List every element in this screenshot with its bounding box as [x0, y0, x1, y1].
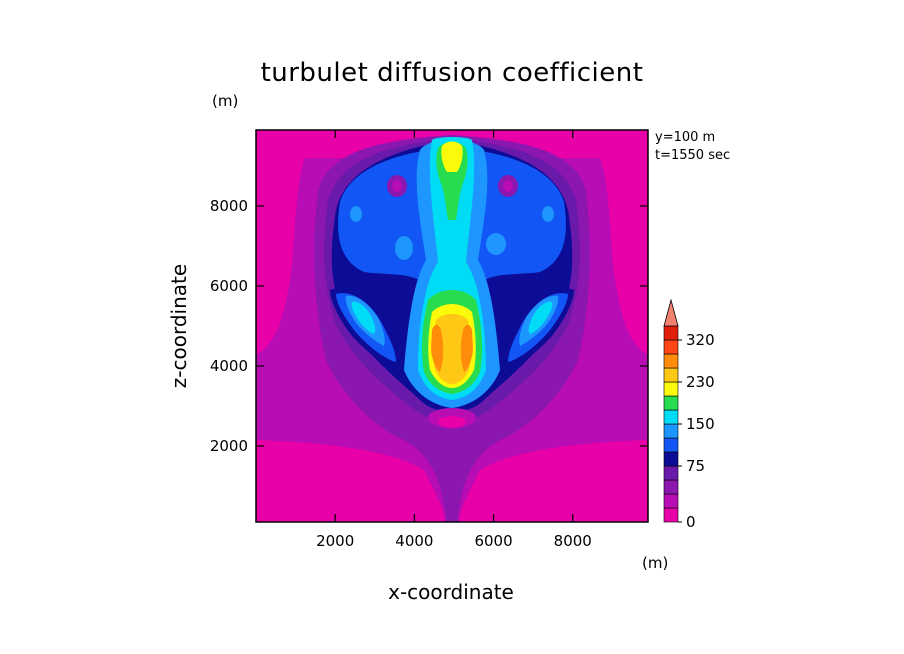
annotation-time: t=1550 sec	[655, 148, 731, 163]
colorbar-cell-13	[663, 325, 679, 341]
y-tick-label: 4000	[210, 357, 248, 375]
colorbar-cell-10	[663, 367, 679, 383]
contour-region-32	[438, 416, 466, 428]
x-axis-label: x-coordinate	[388, 580, 514, 604]
colorbar-cell-0	[663, 507, 679, 523]
y-axis-ticks: 2000 4000 6000 8000	[210, 197, 648, 455]
colorbar-cell-6	[663, 423, 679, 439]
x-axis-ticks: 2000 4000 6000 8000	[316, 130, 592, 550]
colorbar-label: 150	[686, 415, 715, 433]
colorbar-cell-5	[663, 437, 679, 453]
colorbar-cell-11	[663, 353, 679, 369]
colorbar-cell-4	[663, 451, 679, 467]
colorbar-cell-8	[663, 395, 679, 411]
y-axis-unit: (m)	[212, 92, 239, 110]
contour-region-27	[395, 236, 413, 260]
colorbar-label: 0	[686, 513, 696, 531]
contour-field	[256, 130, 648, 522]
colorbar-cell-9	[663, 381, 679, 397]
contour-region-29	[350, 206, 362, 222]
colorbar-cell-12	[663, 339, 679, 355]
colorbar-cell-1	[663, 493, 679, 509]
contour-region-30	[542, 206, 554, 222]
x-tick-label: 6000	[474, 532, 512, 550]
contour-region-22	[460, 324, 473, 372]
contour-region-14	[351, 301, 376, 334]
y-tick-label: 6000	[210, 277, 248, 295]
colorbar-cell-2	[663, 479, 679, 495]
colorbar: 0 75 150 230 320	[663, 298, 715, 531]
x-tick-label: 8000	[554, 532, 592, 550]
chart-title: turbulet diffusion coefficient	[260, 58, 644, 88]
x-axis-unit: (m)	[642, 554, 669, 572]
plot-frame	[255, 129, 649, 523]
contour-region-15	[528, 301, 553, 334]
contour-region-18	[441, 141, 463, 172]
contour-region-24	[392, 180, 402, 192]
contour-region-20	[433, 314, 471, 384]
colorbar-label: 230	[686, 373, 715, 391]
colorbar-extend-arrow	[663, 298, 679, 327]
colorbar-label: 320	[686, 331, 715, 349]
y-tick-label: 8000	[210, 197, 248, 215]
colorbar-cell-7	[663, 409, 679, 425]
contour-region-21	[431, 324, 444, 372]
contour-region-28	[486, 233, 506, 255]
x-tick-label: 2000	[316, 532, 354, 550]
annotation-y-position: y=100 m	[655, 130, 716, 145]
contour-region-26	[503, 180, 513, 192]
colorbar-label: 75	[686, 457, 705, 475]
colorbar-cell-3	[663, 465, 679, 481]
y-tick-label: 2000	[210, 437, 248, 455]
x-tick-label: 4000	[395, 532, 433, 550]
